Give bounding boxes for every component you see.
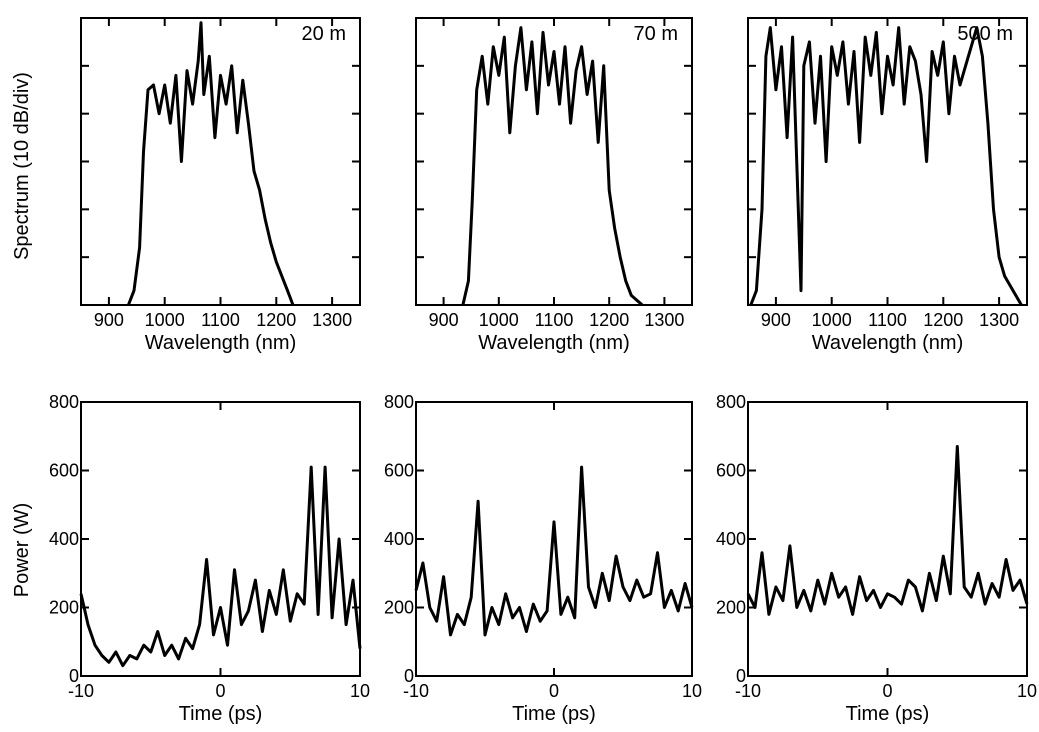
x-tick-label: 1000 bbox=[812, 310, 852, 330]
series-line-0 bbox=[79, 465, 362, 668]
series-line-0 bbox=[746, 445, 1029, 616]
x-tick-label: 900 bbox=[429, 310, 459, 330]
y-tick-label: 400 bbox=[716, 529, 746, 549]
y-tick-label: 0 bbox=[69, 666, 79, 686]
series-line-0 bbox=[127, 21, 295, 306]
y-tick-label: 600 bbox=[384, 461, 414, 481]
series-line-0 bbox=[749, 26, 1023, 306]
panel-spectrum-20m: 900 1000 1100 1200 1300 Wavelength (nm) 20 m bbox=[80, 17, 361, 354]
panel-spectrum-70m: 900 1000 1100 1200 1300 Wavelength (nm) 70 m bbox=[415, 17, 693, 354]
x-tick-label: 1200 bbox=[923, 310, 963, 330]
plot-frame bbox=[80, 17, 361, 306]
x-tick-label: 1200 bbox=[256, 310, 296, 330]
x-tick-label: 1100 bbox=[201, 310, 240, 330]
x-tick-label: 1300 bbox=[312, 310, 352, 330]
y-tick-label: 0 bbox=[736, 666, 746, 686]
x-tick-label: 900 bbox=[94, 310, 124, 330]
y-tick-label: 0 bbox=[404, 666, 414, 686]
top-y-axis-label: Spectrum (10 dB/div) bbox=[11, 72, 33, 260]
y-tick-label: 600 bbox=[49, 461, 79, 481]
panel-annotation: 20 m bbox=[302, 23, 346, 45]
x-tick-label: -10 bbox=[735, 681, 761, 701]
bottom-y-axis-label: Power (W) bbox=[11, 503, 33, 597]
plot-frame bbox=[747, 401, 1028, 677]
x-tick-label: 1100 bbox=[868, 310, 907, 330]
y-tick-label: 200 bbox=[716, 598, 746, 618]
x-axis-label: Time (ps) bbox=[512, 703, 596, 725]
y-tick-label: 400 bbox=[49, 529, 79, 549]
y-tick-label: 600 bbox=[716, 461, 746, 481]
y-tick-label: 200 bbox=[384, 598, 414, 618]
y-tick-label: 800 bbox=[49, 392, 79, 412]
y-tick-label: 800 bbox=[384, 392, 414, 412]
x-tick-label: 1000 bbox=[145, 310, 185, 330]
x-tick-label: 10 bbox=[1017, 681, 1037, 701]
series-line-0 bbox=[414, 465, 694, 637]
panel-annotation: 70 m bbox=[634, 23, 678, 45]
y-tick-label: 200 bbox=[49, 598, 79, 618]
x-tick-label: 10 bbox=[350, 681, 370, 701]
plot-frame bbox=[80, 401, 361, 677]
y-tick-label: 400 bbox=[384, 529, 414, 549]
x-axis-label: Wavelength (nm) bbox=[478, 332, 630, 354]
x-tick-label: 900 bbox=[761, 310, 791, 330]
x-tick-label: 1200 bbox=[589, 310, 629, 330]
series-line-0 bbox=[461, 26, 644, 307]
x-tick-label: 0 bbox=[882, 681, 892, 701]
x-tick-label: 0 bbox=[215, 681, 225, 701]
x-tick-label: 1300 bbox=[979, 310, 1019, 330]
panel-annotation: 500 m bbox=[957, 23, 1013, 45]
x-axis-label: Time (ps) bbox=[179, 703, 263, 725]
x-tick-label: 0 bbox=[549, 681, 559, 701]
y-tick-label: 800 bbox=[716, 392, 746, 412]
x-axis-label: Wavelength (nm) bbox=[812, 332, 964, 354]
x-tick-label: -10 bbox=[68, 681, 94, 701]
x-tick-label: -10 bbox=[403, 681, 429, 701]
x-tick-label: 1100 bbox=[535, 310, 574, 330]
x-tick-label: 1300 bbox=[644, 310, 684, 330]
x-axis-label: Wavelength (nm) bbox=[145, 332, 297, 354]
x-tick-label: 1000 bbox=[479, 310, 519, 330]
panel-spectrum-500m: 900 1000 1100 1200 1300 Wavelength (nm) 500 m bbox=[747, 17, 1028, 354]
x-tick-label: 10 bbox=[682, 681, 702, 701]
x-axis-label: Time (ps) bbox=[846, 703, 930, 725]
